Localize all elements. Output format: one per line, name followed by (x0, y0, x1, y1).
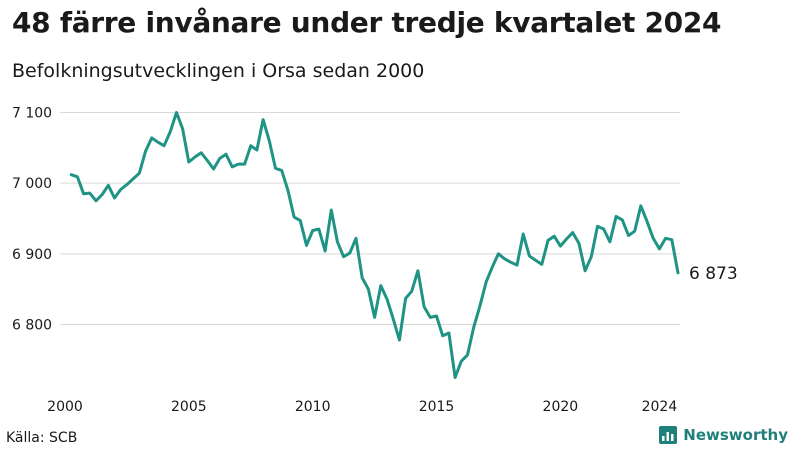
brand-name: Newsworthy (683, 426, 788, 444)
y-axis: 6 800 6 900 7 000 7 100 (12, 106, 52, 334)
x-tick-label: 2005 (171, 399, 207, 415)
y-tick-label: 7 000 (12, 176, 52, 192)
chart-subtitle: Befolkningsutvecklingen i Orsa sedan 200… (12, 60, 425, 82)
last-value-label: 6 873 (689, 264, 738, 284)
chart-title: 48 färre invånare under tredje kvartalet… (12, 6, 722, 39)
x-tick-label: 2024 (642, 399, 678, 415)
y-tick-label: 6 800 (12, 318, 52, 334)
chart-logo-icon (659, 426, 678, 444)
y-tick-label: 7 100 (12, 106, 52, 122)
source-note: Källa: SCB (6, 430, 78, 446)
y-tick-label: 6 900 (12, 247, 52, 263)
x-axis: 2000 2005 2010 2015 2020 2024 (47, 399, 677, 415)
x-tick-label: 2010 (295, 399, 331, 415)
x-tick-label: 2015 (419, 399, 455, 415)
gridlines (60, 112, 680, 325)
x-tick-label: 2000 (47, 399, 83, 415)
series-line (69, 111, 680, 379)
brand-logo[interactable]: Newsworthy (658, 425, 788, 445)
end-label-group: 6 873 (689, 264, 738, 284)
x-tick-label: 2020 (543, 399, 579, 415)
series-group (69, 111, 680, 379)
